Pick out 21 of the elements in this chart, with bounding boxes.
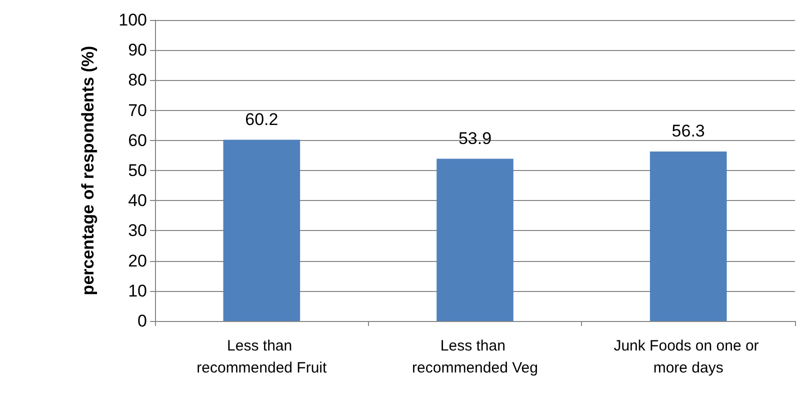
y-tick-label: 30 (128, 221, 147, 240)
bar (223, 140, 300, 321)
x-tick-label: Junk Foods on one or more days (614, 338, 763, 376)
y-tick-label: 40 (128, 191, 147, 210)
y-tick-label: 70 (128, 100, 147, 120)
x-tick-label: Less than recommended Veg (412, 338, 538, 376)
data-label: 60.2 (245, 110, 278, 129)
y-tick-label: 20 (128, 251, 147, 270)
y-tick-label: 60 (128, 130, 147, 150)
y-tick-label: 80 (128, 70, 147, 90)
x-tick-label: Less than recommended Fruit (196, 338, 328, 376)
y-tick-label: 100 (118, 10, 147, 30)
y-tick-label: 0 (138, 312, 147, 330)
y-tick-label: 50 (128, 161, 147, 180)
bar (650, 152, 727, 321)
data-label: 53.9 (458, 128, 492, 148)
y-axis-title: percentage of respondents (%) (78, 46, 98, 296)
y-tick-label: 90 (128, 40, 147, 60)
data-label: 56.3 (672, 122, 705, 141)
y-tick-label: 10 (128, 281, 147, 300)
bar (436, 158, 514, 321)
